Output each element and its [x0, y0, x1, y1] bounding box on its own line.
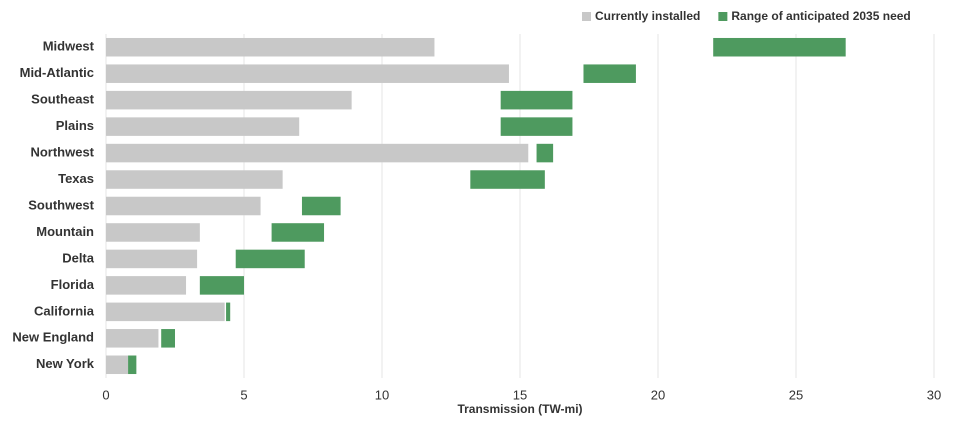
y-tick-label: Florida [51, 277, 95, 292]
bar [106, 117, 300, 136]
y-tick-label: Northwest [30, 145, 94, 160]
bar [106, 170, 283, 189]
legend-swatch [582, 12, 591, 21]
y-tick-label: Delta [62, 250, 95, 265]
range-bar [301, 196, 341, 216]
legend-label: Currently installed [595, 9, 700, 23]
bar [106, 276, 187, 295]
range-bar [500, 90, 573, 110]
y-tick-label: Southeast [31, 92, 95, 107]
bar [106, 302, 225, 322]
y-tick-label: California [34, 303, 95, 318]
y-tick-label: Mid-Atlantic [20, 65, 94, 80]
legend-label: Range of anticipated 2035 need [731, 9, 910, 23]
range-bar [199, 276, 244, 295]
range-bar [500, 117, 573, 136]
range-bar [713, 37, 846, 57]
y-tick-label: Southwest [28, 197, 94, 212]
y-tick-label: New England [12, 330, 94, 345]
bar [106, 90, 352, 110]
x-tick-label: 5 [240, 387, 247, 402]
y-tick-label: Plains [56, 118, 94, 133]
bar [106, 64, 509, 83]
bar [106, 223, 200, 242]
x-tick-label: 15 [513, 387, 527, 402]
range-bar [161, 329, 175, 348]
y-tick-label: Texas [58, 171, 94, 186]
x-tick-label: 30 [927, 387, 941, 402]
y-tick-label: New York [36, 356, 95, 371]
x-axis-label: Transmission (TW-mi) [457, 402, 582, 416]
bar [106, 196, 261, 216]
bar [106, 355, 129, 375]
range-bar [536, 143, 554, 163]
y-tick-label: Mountain [36, 224, 94, 239]
x-tick-label: 25 [789, 387, 803, 402]
range-bar [271, 223, 325, 242]
legend-swatch [718, 12, 728, 21]
bar [106, 143, 529, 163]
bar [106, 329, 159, 348]
x-tick-label: 20 [651, 387, 665, 402]
x-tick-label: 0 [102, 387, 109, 402]
bar [106, 249, 198, 269]
y-tick-label: Midwest [43, 39, 95, 54]
range-bar [470, 170, 545, 189]
range-bar [235, 249, 305, 269]
bar [106, 37, 435, 57]
x-tick-label: 10 [375, 387, 389, 402]
range-bar [128, 355, 137, 375]
range-bar [226, 302, 231, 322]
range-bar [583, 64, 636, 83]
